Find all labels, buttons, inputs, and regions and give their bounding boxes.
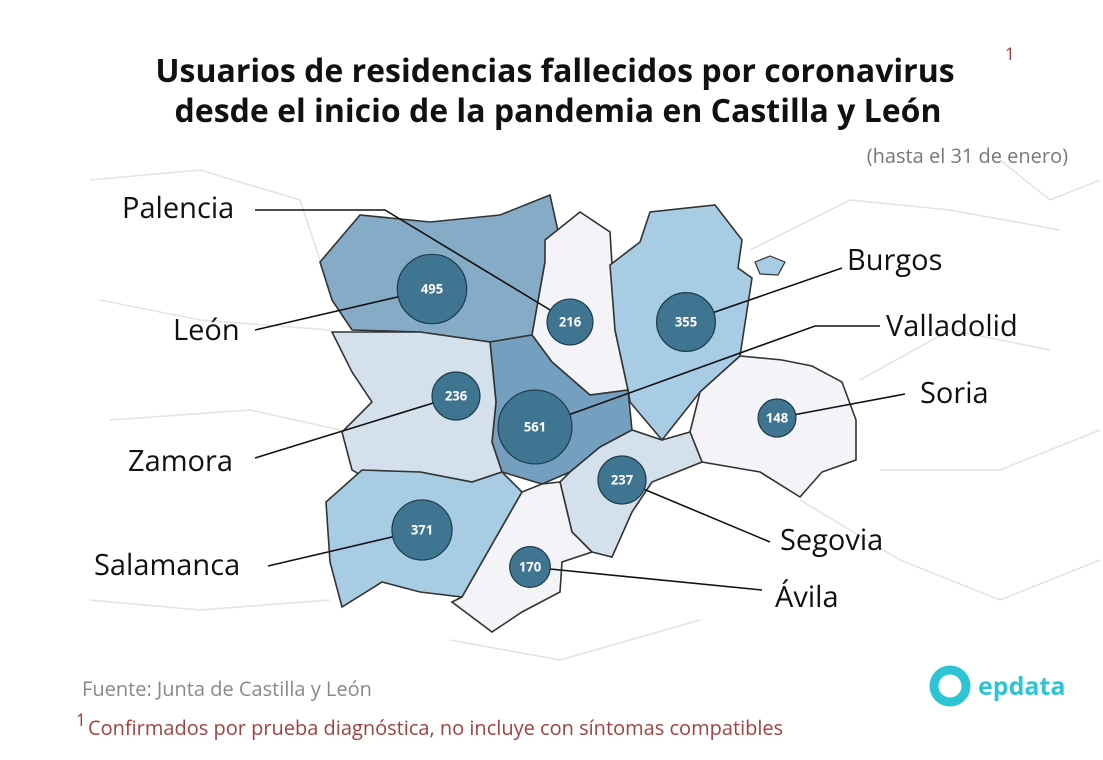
bubble-value: 371 xyxy=(411,520,433,538)
region-label: Palencia xyxy=(122,188,234,227)
bubble xyxy=(597,455,647,505)
bubble xyxy=(431,371,481,421)
bubble xyxy=(497,389,573,465)
region-label: Soria xyxy=(920,373,989,412)
bubble-value: 237 xyxy=(611,470,634,488)
region-label: Ávila xyxy=(775,577,839,616)
bubble xyxy=(656,292,716,352)
region-label: León xyxy=(173,310,240,349)
bubble xyxy=(391,499,453,561)
labels: León Palencia Burgos Soria Valladolid Zamora S… xyxy=(94,188,1018,616)
title-note-marker: 1 xyxy=(1005,42,1015,65)
region-label: Valladolid xyxy=(886,306,1018,345)
enclave xyxy=(754,255,786,276)
background-borders xyxy=(89,159,1101,661)
bubble xyxy=(509,546,551,588)
title-line: desde el inicio de la pandemia en Castil… xyxy=(175,89,942,132)
title-line: Usuarios de residencias fallecidos por c… xyxy=(155,49,954,92)
bubble-value: 148 xyxy=(766,408,788,426)
footnote-marker: 1 xyxy=(76,708,86,731)
logo-text: epdata xyxy=(978,669,1065,703)
region-label: Zamora xyxy=(128,441,233,480)
bubbles: 495 216 355 148 561 236 371 237 170 xyxy=(391,253,797,588)
region-label: Salamanca xyxy=(94,545,240,584)
leader-lines xyxy=(254,209,906,591)
bubble-value: 495 xyxy=(421,279,443,297)
logo: epdata xyxy=(929,665,1065,707)
region-label: Burgos xyxy=(847,240,942,279)
bubble xyxy=(757,398,797,438)
bubble-value: 355 xyxy=(675,312,697,330)
source: Fuente: Junta de Castilla y León xyxy=(82,675,372,702)
region-label: Segovia xyxy=(780,520,883,559)
bubble-value: 561 xyxy=(524,417,546,435)
bubble xyxy=(546,298,594,346)
logo-icon xyxy=(929,665,971,707)
bubble-value: 170 xyxy=(519,557,541,575)
footnote: Confirmados por prueba diagnóstica, no i… xyxy=(88,714,783,741)
subtitle: (hasta el 31 de enero) xyxy=(867,142,1068,169)
bubble xyxy=(396,253,468,325)
bubble-value: 216 xyxy=(559,312,582,330)
bubble-value: 236 xyxy=(445,386,468,404)
